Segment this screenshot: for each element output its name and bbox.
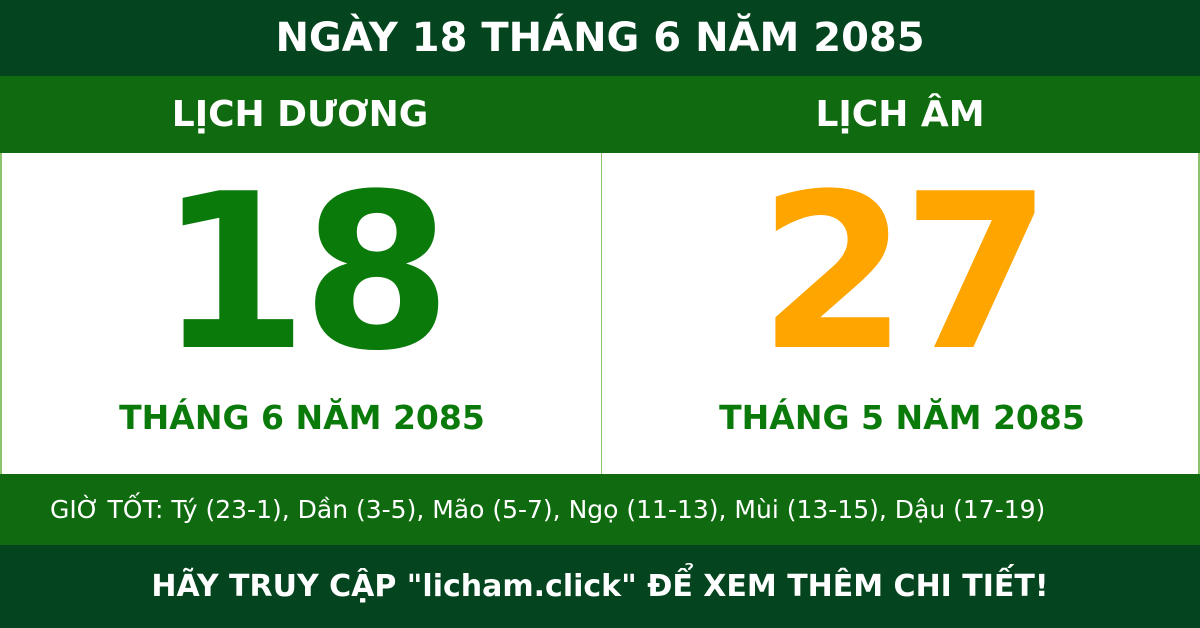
solar-month-year: THÁNG 6 NĂM 2085 [119,398,485,437]
footer: HÃY TRUY CẬP "licham.click" ĐỂ XEM THÊM … [0,545,1200,628]
page-title: NGÀY 18 THÁNG 6 NĂM 2085 [0,0,1200,76]
calendar-headings: LỊCH DƯƠNG LỊCH ÂM [0,76,1200,153]
lunar-month-year: THÁNG 5 NĂM 2085 [719,398,1085,437]
lunar-day: 27 [758,147,1051,398]
calendar-body: 18 THÁNG 6 NĂM 2085 27 THÁNG 5 NĂM 2085 [0,153,1200,474]
solar-heading: LỊCH DƯƠNG [171,94,429,135]
good-hours: GIỜ TỐT: Tý (23-1), Dần (3-5), Mão (5-7)… [0,474,1200,545]
footer-text: HÃY TRUY CẬP "licham.click" ĐỂ XEM THÊM … [151,569,1049,604]
solar-day: 18 [158,147,451,398]
lunar-column: 27 THÁNG 5 NĂM 2085 [602,153,1200,474]
good-hours-text: GIỜ TỐT: Tý (23-1), Dần (3-5), Mão (5-7)… [50,495,1046,524]
solar-column: 18 THÁNG 6 NĂM 2085 [2,153,602,474]
title-text: NGÀY 18 THÁNG 6 NĂM 2085 [275,15,925,61]
divider [601,153,602,474]
lunar-heading: LỊCH ÂM [815,94,985,135]
